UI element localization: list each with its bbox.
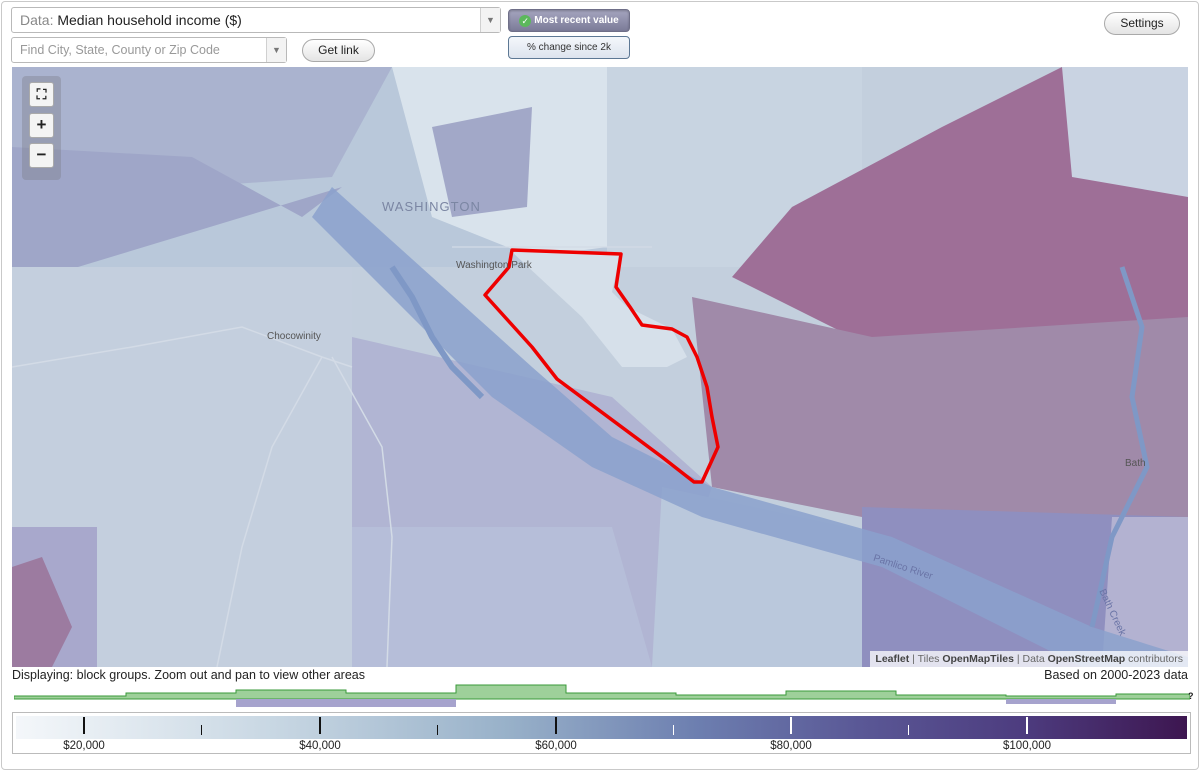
- legend-tick: [673, 725, 674, 735]
- most-recent-value-button[interactable]: ✓ Most recent value: [508, 9, 630, 32]
- zoom-out-button[interactable]: −: [29, 143, 54, 168]
- tiles-prefix: Tiles: [917, 653, 940, 665]
- percent-change-button[interactable]: % change since 2k: [508, 36, 630, 59]
- search-input[interactable]: [12, 38, 262, 62]
- legend-tick: [790, 717, 792, 734]
- region-southeast-corner: [1102, 517, 1188, 667]
- help-icon[interactable]: ?: [1188, 691, 1194, 701]
- map-attribution: Leaflet | Tiles OpenMapTiles | Data Open…: [870, 651, 1188, 667]
- bath-creek: [1089, 266, 1150, 628]
- legend-label: $40,000: [299, 740, 341, 752]
- data-selector-value: Median household income ($): [57, 12, 242, 28]
- color-legend: $20,000 $40,000 $60,000 $80,000 $100,000: [12, 712, 1191, 754]
- legend-label: $60,000: [535, 740, 577, 752]
- data-selector[interactable]: Data: Median household income ($) ▼: [11, 7, 501, 33]
- map-label-bath: Bath: [1125, 458, 1146, 469]
- choropleth-map[interactable]: WASHINGTON Washington Park Chocowinity B…: [12, 67, 1188, 667]
- display-status: Displaying: block groups. Zoom out and p…: [12, 668, 365, 682]
- most-recent-value-label: Most recent value: [534, 15, 619, 26]
- legend-tick: [437, 725, 438, 735]
- region-far-northeast: [1062, 67, 1188, 197]
- contributors-text: contributors: [1128, 653, 1183, 665]
- settings-button[interactable]: Settings: [1104, 12, 1180, 35]
- region-south: [352, 527, 652, 667]
- zoom-controls: ⛶ + −: [22, 76, 61, 180]
- distribution-histogram: [14, 684, 1190, 707]
- data-source-note: Based on 2000-2023 data: [1044, 668, 1188, 682]
- map-label-washington-park: Washington Park: [456, 260, 532, 271]
- river-inlet: [389, 265, 485, 400]
- road: [216, 356, 323, 667]
- zoom-in-button[interactable]: +: [29, 113, 54, 138]
- legend-tick: [555, 717, 557, 734]
- legend-tick: [1026, 717, 1028, 734]
- legend-label: $100,000: [1003, 740, 1051, 752]
- legend-tick: [83, 717, 85, 734]
- openstreetmap-link[interactable]: OpenStreetMap: [1047, 653, 1126, 665]
- road: [12, 326, 353, 368]
- leaflet-link[interactable]: Leaflet: [875, 653, 910, 665]
- legend-tick: [319, 717, 321, 734]
- map-label-chocowinity: Chocowinity: [267, 331, 321, 342]
- map-label-washington: WASHINGTON: [382, 199, 481, 214]
- histogram-secondary: [126, 699, 1116, 707]
- data-prefix: Data: [1022, 653, 1045, 665]
- selected-area-inner: [512, 252, 687, 367]
- region-washington-east: [432, 107, 532, 217]
- region-east-high: [692, 297, 1188, 527]
- location-search[interactable]: ▼: [11, 37, 287, 63]
- get-link-button[interactable]: Get link: [302, 39, 375, 62]
- legend-tick: [201, 725, 202, 735]
- data-selector-prefix: Data:: [20, 12, 54, 28]
- chevron-down-icon[interactable]: ▼: [266, 38, 286, 62]
- check-icon: ✓: [519, 15, 532, 27]
- selected-area-outline[interactable]: [483, 248, 720, 484]
- histogram-primary: [14, 684, 1190, 700]
- legend-tick: [908, 725, 909, 735]
- map-canvas[interactable]: [12, 67, 1188, 667]
- region-north-band: [12, 147, 342, 287]
- chevron-down-icon[interactable]: ▼: [480, 8, 500, 32]
- legend-gradient: [16, 716, 1187, 739]
- region-southwest-high: [12, 557, 72, 667]
- road: [331, 356, 393, 667]
- openmaptiles-link[interactable]: OpenMapTiles: [942, 653, 1014, 665]
- legend-label: $20,000: [63, 740, 105, 752]
- legend-label: $80,000: [770, 740, 812, 752]
- fullscreen-icon[interactable]: ⛶: [29, 82, 54, 107]
